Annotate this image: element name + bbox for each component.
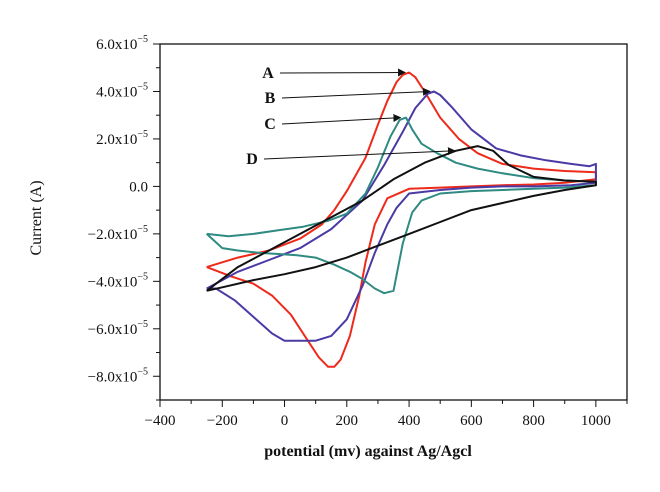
curve-arrow-C [281, 113, 402, 125]
y-tick-label: −2.0x10−5 [88, 224, 148, 243]
x-tick-label: 200 [336, 413, 359, 429]
y-tick-label: 0.0 [129, 179, 148, 195]
curve-arrow-D [263, 147, 456, 160]
curve-label-D: D [246, 151, 258, 168]
y-tick-label: −4.0x10−5 [88, 271, 148, 290]
curve-C [206, 116, 597, 295]
curve-label-B: B [265, 90, 276, 107]
y-tick-label: −6.0x10−5 [88, 319, 148, 338]
plot-frame [159, 43, 628, 401]
curve-B [206, 90, 597, 342]
curve-D [206, 145, 597, 292]
curve-label-C: C [264, 116, 276, 133]
x-tick-label: 0 [281, 413, 289, 429]
x-tick-label: −400 [145, 413, 176, 429]
y-tick-label: 6.0x10−5 [96, 34, 148, 53]
curve-arrow-A [279, 68, 407, 77]
x-tick-label: 400 [398, 413, 421, 429]
x-axis-title: potential (mv) against Ag/Agcl [264, 443, 472, 460]
x-tick-label: −200 [207, 413, 238, 429]
y-axis-title: Current (A) [28, 180, 45, 255]
curve-arrow-B [281, 87, 431, 99]
y-tick-label: 2.0x10−5 [96, 129, 148, 148]
x-tick-label: 600 [460, 413, 483, 429]
y-tick-label: −8.0x10−5 [88, 366, 148, 385]
curve-label-A: A [262, 65, 274, 82]
y-tick-label: 4.0x10−5 [96, 81, 148, 100]
x-tick-label: 800 [522, 413, 545, 429]
x-tick-label: 1000 [581, 413, 611, 429]
